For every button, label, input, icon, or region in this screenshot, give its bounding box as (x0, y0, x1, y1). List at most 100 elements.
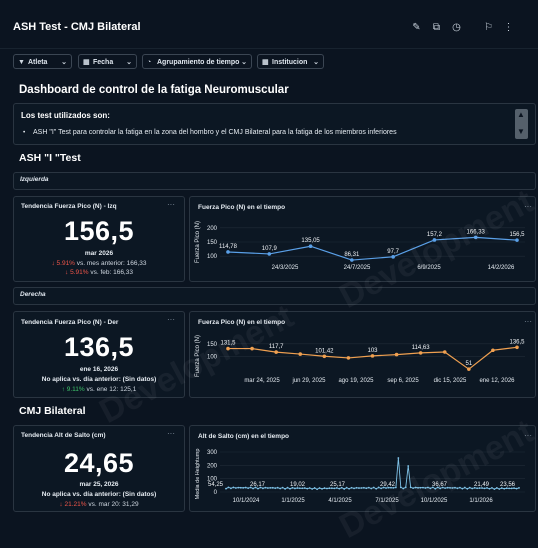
y-tick-label: 0 (214, 490, 218, 496)
bookmark-icon[interactable]: ⚐ (484, 22, 493, 33)
filter-institucion[interactable]: ▦ Institucion ⌄ (257, 54, 324, 69)
chart-card-izq[interactable]: Fuerza Pico (N) en el tiempo ··· Fuerza Pi… (189, 196, 536, 282)
arrow-up-icon: ↑ (61, 386, 65, 393)
data-point (417, 486, 419, 489)
x-tick-label: ene 12, 2026 (479, 378, 515, 384)
data-point (237, 486, 240, 489)
more-icon[interactable]: ··· (167, 429, 175, 438)
data-point (326, 487, 328, 490)
data-point (375, 487, 378, 490)
x-tick-label: 7/1/2025 (375, 498, 399, 504)
chart-title: Alt de Salto (cm) en el tiempo (198, 433, 289, 440)
data-point (306, 487, 309, 490)
delta-text: vs. feb: 166,33 (90, 269, 133, 276)
kpi-date: ene 16, 2026 (79, 366, 119, 373)
data-point (515, 238, 519, 242)
x-tick-label: 1/1/2026 (469, 498, 493, 504)
x-tick-label: dic 15, 2025 (434, 378, 467, 384)
chart-fuerza-der: Fuerza Pico (N) en el tiempo ··· Fuerza Pi… (195, 317, 532, 384)
chart-card-cmj[interactable]: Alt de Salto (cm) en el tiempo ··· Media d… (189, 425, 536, 512)
chart-title: Fuerza Pico (N) en el tiempo (198, 204, 285, 211)
data-point (298, 487, 301, 490)
data-point (422, 486, 424, 489)
kpi-title: Tendencia Fuerza Pico (N) - Izq (21, 203, 117, 210)
data-point (226, 250, 230, 254)
data-label: 25,17 (330, 482, 346, 488)
data-point (434, 487, 437, 490)
data-point (468, 486, 471, 489)
data-point (456, 487, 459, 490)
data-point (380, 487, 383, 490)
data-point (348, 487, 351, 490)
data-point (409, 486, 412, 489)
filter-atleta[interactable]: ▼ Atleta ⌄ (13, 54, 72, 69)
data-point (239, 486, 242, 489)
data-point (335, 487, 338, 489)
derecha-header (13, 287, 536, 305)
scroll-up-icon[interactable]: ▲ (517, 110, 525, 119)
more-icon[interactable]: ··· (167, 315, 175, 324)
data-point (340, 486, 343, 489)
series-line (227, 236, 518, 261)
tests-heading: Los test utilizados son: (21, 111, 110, 120)
data-point (370, 354, 375, 358)
data-point (488, 487, 491, 490)
data-point (454, 486, 456, 489)
data-point (442, 350, 447, 354)
more-icon: ··· (524, 431, 532, 440)
data-point (274, 487, 277, 490)
y-axis-label: Fuerza Pico (N) (195, 335, 201, 377)
data-point (289, 487, 291, 490)
share-icon[interactable]: ⧉ (432, 22, 441, 33)
data-label: 135,05 (301, 238, 320, 244)
dashboard-title: Dashboard de control de la fatiga Neurom… (19, 84, 289, 96)
data-label: 26,17 (250, 482, 266, 488)
data-point (242, 486, 245, 489)
data-point (311, 488, 314, 490)
data-point (250, 346, 254, 351)
tests-info-box (13, 103, 536, 145)
data-point (461, 487, 464, 490)
scroll-down-icon[interactable]: ▼ (517, 127, 525, 136)
data-point (426, 486, 429, 489)
data-point (252, 487, 254, 490)
kpi-card-cmj[interactable] (13, 425, 185, 512)
data-point (382, 486, 385, 489)
kpi-card-der[interactable] (13, 311, 185, 398)
x-tick-label: 14/2/2026 (488, 265, 515, 271)
chevron-down-icon: ⌄ (313, 59, 319, 66)
kpi-date: mar 2026 (84, 250, 114, 257)
delta-text: vs. mes anterior: 166,33 (76, 260, 147, 267)
data-label: 166,33 (467, 229, 486, 235)
data-point (232, 486, 235, 489)
kpi-value: 156,5 (63, 216, 135, 246)
scrollbar[interactable] (515, 109, 528, 139)
filter-fecha[interactable]: ▦ Fecha ⌄ (78, 54, 137, 69)
data-point (249, 486, 252, 489)
edit-icon[interactable]: ✎ (412, 22, 421, 33)
data-point (225, 487, 227, 490)
history-icon[interactable]: ◷ (452, 22, 461, 33)
data-point (471, 487, 474, 490)
data-point (330, 487, 333, 490)
data-point (390, 486, 392, 489)
izquierda-label: Izquierda (20, 176, 49, 183)
data-point (451, 487, 454, 489)
kpi-delta-2: ↓ 21.21% vs. mar 20: 31,29 (14, 501, 184, 508)
kpi-title: Tendencia Alt de Salto (cm) (21, 432, 106, 439)
kpi-value: 24,65 (63, 448, 135, 478)
kpi-delta-2: ↓ 5.91% vs. feb: 166,33 (14, 269, 184, 276)
chart-card-der[interactable]: Fuerza Pico (N) en el tiempo ··· Fuerza Pi… (189, 311, 536, 398)
y-tick-label: 200 (207, 463, 218, 469)
data-point (446, 486, 449, 489)
kpi-card-izq[interactable] (13, 196, 185, 282)
data-point (333, 487, 336, 490)
kpi-delta-1: No aplica vs. día anterior: (Sin datos) (41, 491, 157, 498)
data-point (262, 487, 264, 490)
top-bar (0, 0, 538, 49)
filter-agrupamiento[interactable]: ◔ Agrupamiento de tiempo ⌄ (142, 54, 252, 69)
more-icon[interactable]: ··· (167, 200, 175, 209)
data-label: 51 (465, 361, 472, 367)
more-icon[interactable]: ⋮ (503, 22, 514, 33)
data-point (355, 486, 358, 489)
